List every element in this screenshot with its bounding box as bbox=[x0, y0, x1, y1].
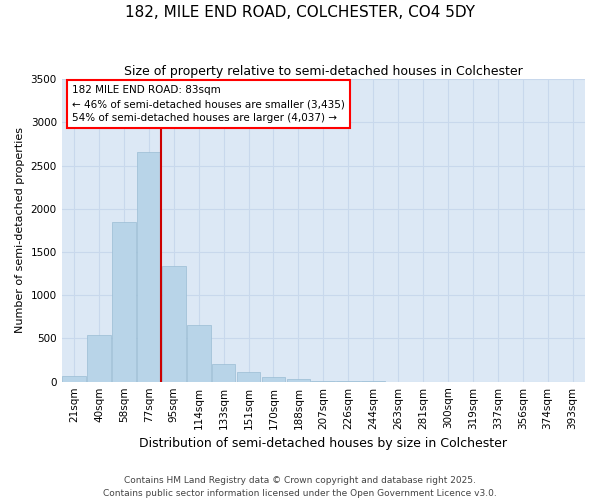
Bar bbox=[287, 378, 310, 382]
Bar bbox=[237, 372, 260, 382]
Y-axis label: Number of semi-detached properties: Number of semi-detached properties bbox=[15, 128, 25, 334]
Bar bbox=[87, 335, 111, 382]
Bar bbox=[262, 377, 286, 382]
Bar bbox=[112, 222, 136, 382]
Title: Size of property relative to semi-detached houses in Colchester: Size of property relative to semi-detach… bbox=[124, 65, 523, 78]
Bar bbox=[187, 326, 211, 382]
Text: 182, MILE END ROAD, COLCHESTER, CO4 5DY: 182, MILE END ROAD, COLCHESTER, CO4 5DY bbox=[125, 5, 475, 20]
Bar bbox=[212, 364, 235, 382]
X-axis label: Distribution of semi-detached houses by size in Colchester: Distribution of semi-detached houses by … bbox=[139, 437, 508, 450]
Bar bbox=[62, 376, 86, 382]
Text: Contains HM Land Registry data © Crown copyright and database right 2025.
Contai: Contains HM Land Registry data © Crown c… bbox=[103, 476, 497, 498]
Bar bbox=[311, 381, 335, 382]
Bar bbox=[137, 152, 161, 382]
Text: 182 MILE END ROAD: 83sqm
← 46% of semi-detached houses are smaller (3,435)
54% o: 182 MILE END ROAD: 83sqm ← 46% of semi-d… bbox=[72, 85, 345, 123]
Bar bbox=[162, 266, 185, 382]
